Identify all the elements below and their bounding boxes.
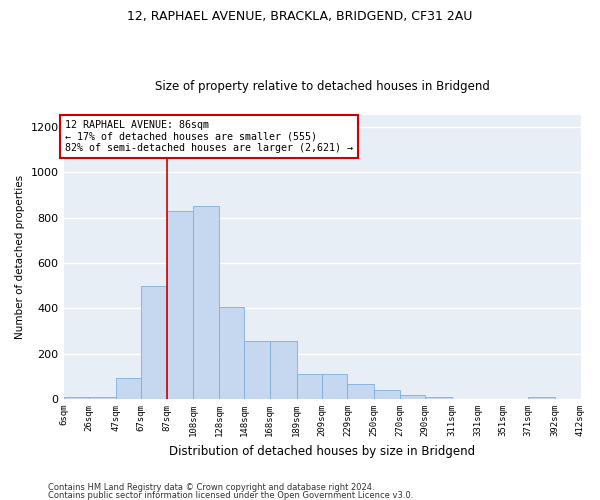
- Bar: [167, 211, 193, 399]
- Bar: [244, 340, 270, 399]
- Bar: [425, 397, 452, 399]
- Bar: [374, 390, 400, 399]
- Text: 12, RAPHAEL AVENUE, BRACKLA, BRIDGEND, CF31 2AU: 12, RAPHAEL AVENUE, BRACKLA, BRIDGEND, C…: [127, 10, 473, 23]
- Bar: [219, 307, 244, 399]
- Bar: [347, 384, 374, 399]
- Bar: [64, 397, 89, 399]
- Bar: [528, 397, 555, 399]
- Bar: [270, 340, 296, 399]
- Title: Size of property relative to detached houses in Bridgend: Size of property relative to detached ho…: [155, 80, 490, 94]
- Text: Contains public sector information licensed under the Open Government Licence v3: Contains public sector information licen…: [48, 491, 413, 500]
- Text: Contains HM Land Registry data © Crown copyright and database right 2024.: Contains HM Land Registry data © Crown c…: [48, 484, 374, 492]
- Bar: [141, 286, 167, 399]
- Bar: [296, 374, 322, 399]
- X-axis label: Distribution of detached houses by size in Bridgend: Distribution of detached houses by size …: [169, 444, 475, 458]
- Bar: [116, 378, 141, 399]
- Y-axis label: Number of detached properties: Number of detached properties: [15, 175, 25, 340]
- Text: 12 RAPHAEL AVENUE: 86sqm
← 17% of detached houses are smaller (555)
82% of semi-: 12 RAPHAEL AVENUE: 86sqm ← 17% of detach…: [65, 120, 353, 153]
- Bar: [400, 395, 425, 399]
- Bar: [193, 206, 219, 399]
- Bar: [89, 397, 116, 399]
- Bar: [322, 374, 347, 399]
